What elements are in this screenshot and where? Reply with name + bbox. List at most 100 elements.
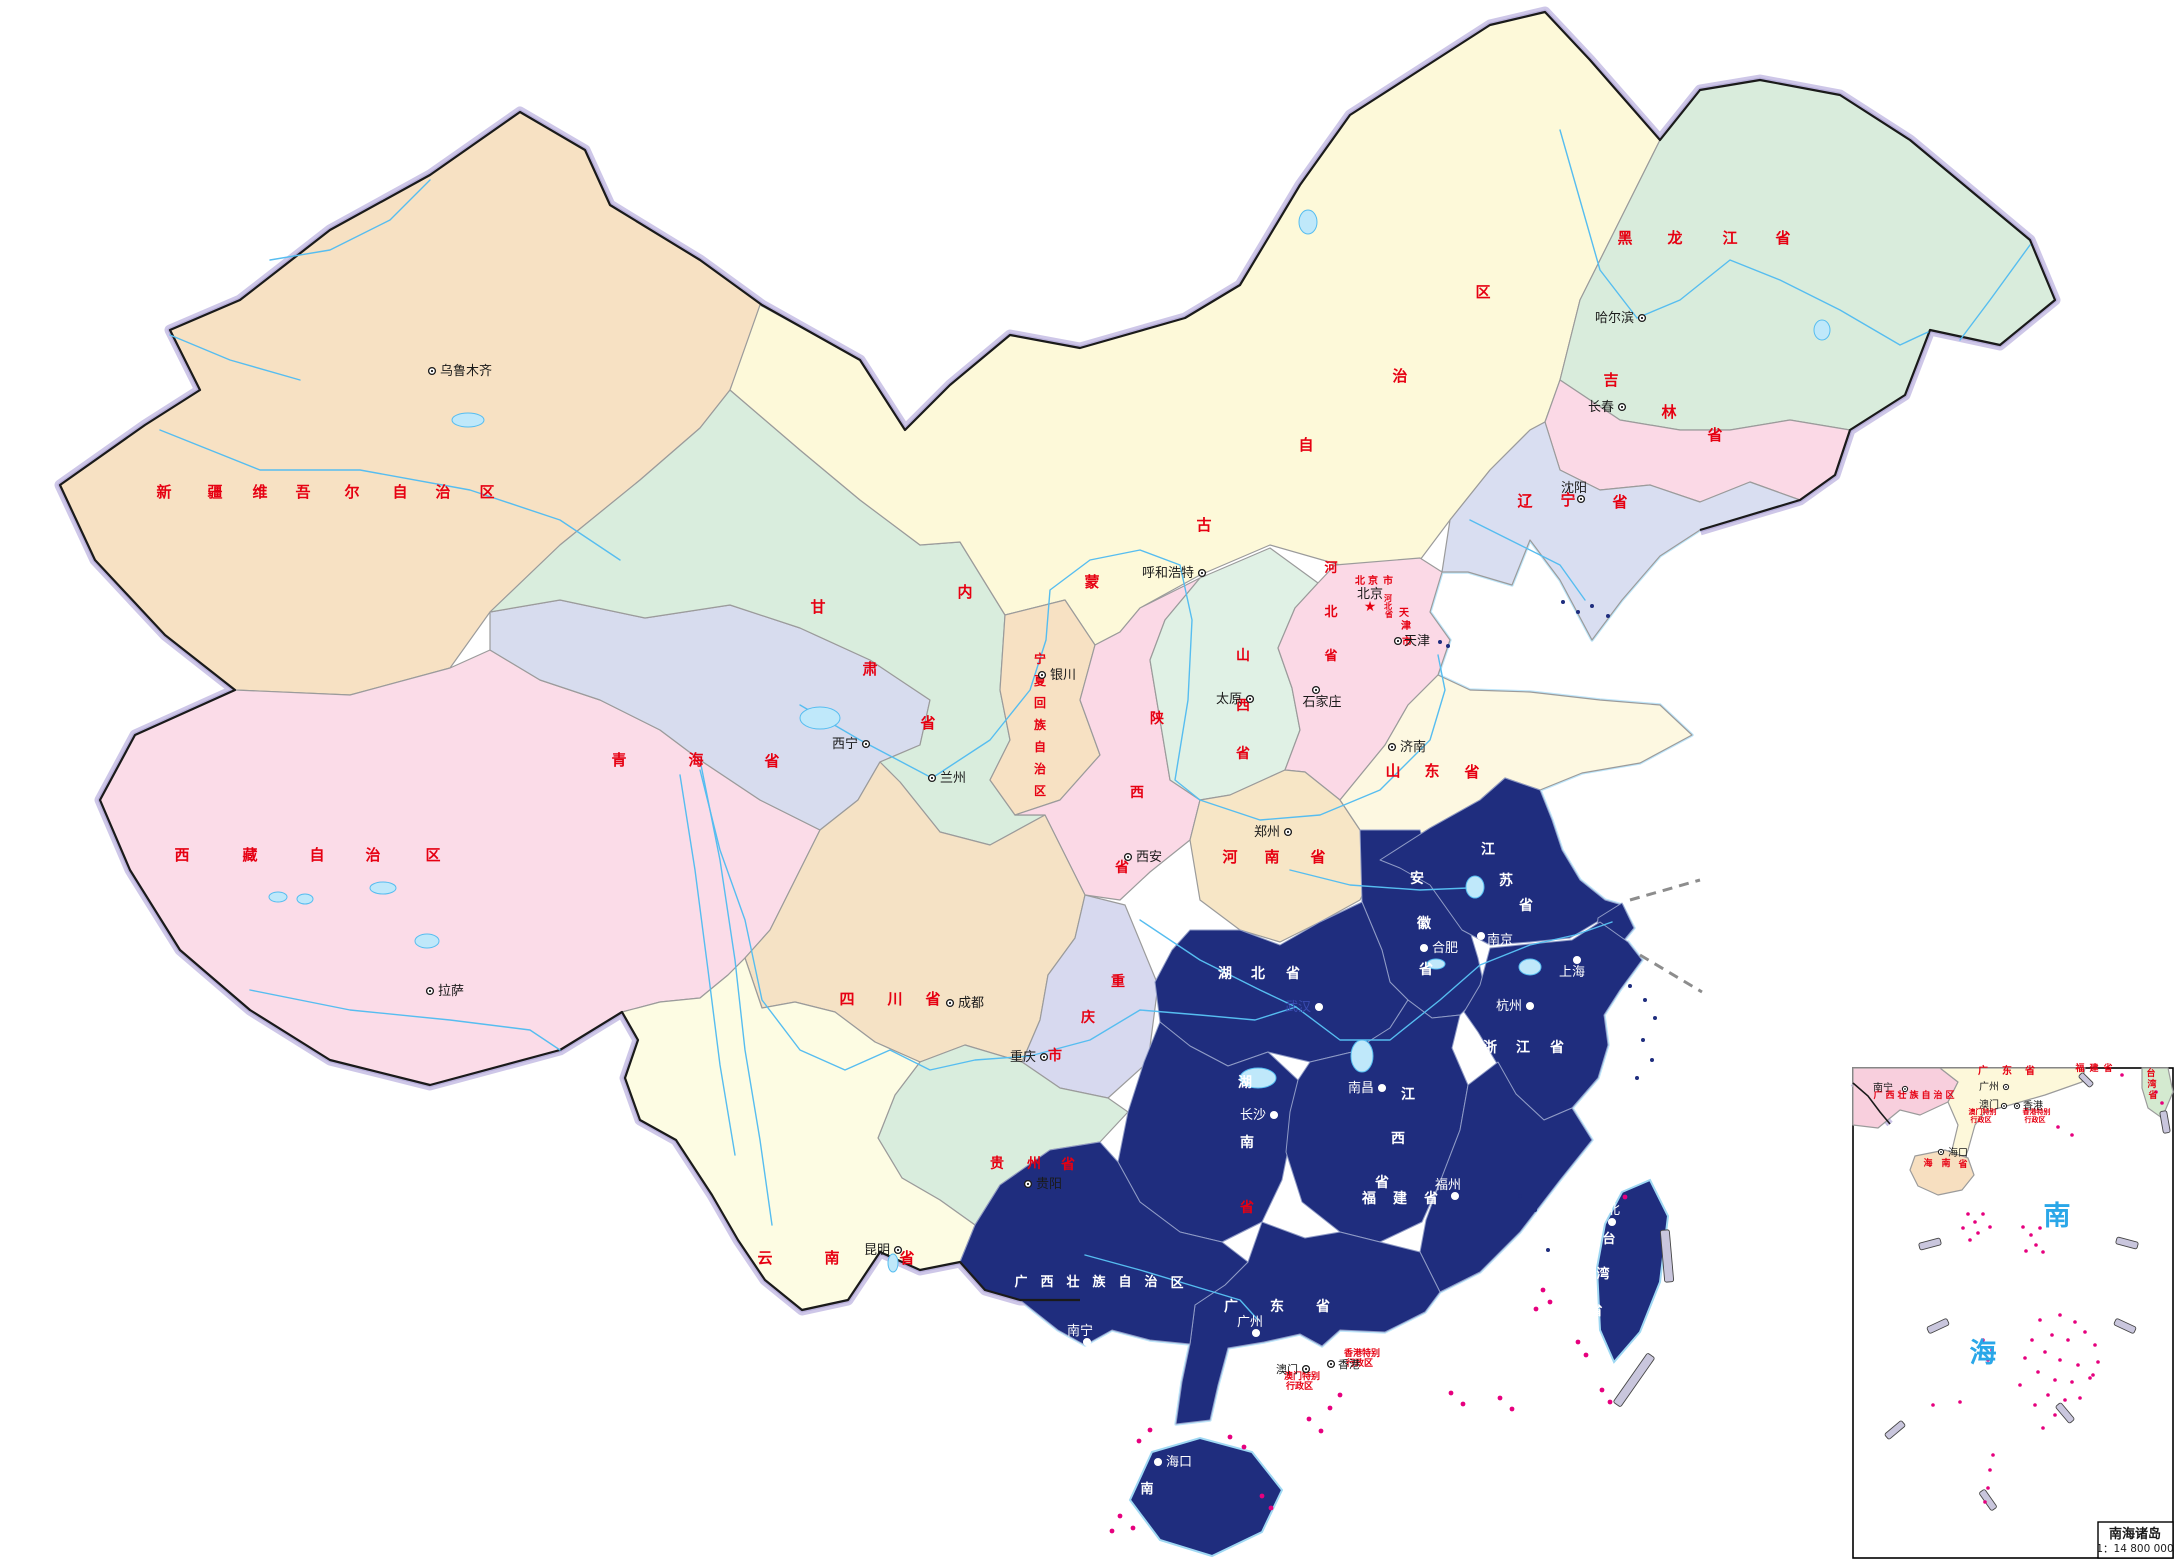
pearl-river <box>1084 1254 1259 1321</box>
salween-river <box>679 774 736 1156</box>
inset-island-dot <box>2160 1101 2164 1105</box>
lake <box>296 893 314 905</box>
inset-island-dot <box>1976 1231 1980 1235</box>
lake <box>369 881 397 895</box>
dash-bar <box>2159 1110 2171 1134</box>
province-label-char: 治 <box>1034 761 1046 776</box>
city-dot-center <box>1085 1340 1089 1344</box>
province-label-char: 福 <box>1361 1190 1376 1207</box>
island-dot <box>1540 1287 1546 1293</box>
qinghai-lake <box>799 706 841 730</box>
province-label-char: 福 <box>2074 1062 2084 1074</box>
inset-title-box <box>2097 1521 2174 1559</box>
province-label-char: 吉 <box>1603 371 1618 389</box>
city-label: 兰州 <box>940 771 966 786</box>
island-dot <box>1259 1493 1265 1499</box>
island-dot <box>1635 1076 1639 1080</box>
inset-city-dot-center <box>2003 1105 2005 1107</box>
mekong-river <box>699 759 773 1226</box>
city-dot-center <box>1579 497 1583 501</box>
province-label-char: 河 <box>1222 848 1237 866</box>
island-dot <box>1306 1416 1312 1422</box>
inset-island-dot <box>2033 1403 2037 1407</box>
inset-region-guangdong <box>1939 1067 2086 1179</box>
inset-island-dot <box>2063 1398 2067 1402</box>
inset-island-dot <box>2053 1413 2057 1417</box>
cities-layer: 乌鲁木齐拉萨西宁兰州银川呼和浩特哈尔滨长春沈阳★北京天津石家庄济南郑州太原西安成… <box>425 310 1647 1470</box>
inset-island-dot <box>2070 1380 2074 1384</box>
city-label: 哈尔滨 <box>1595 310 1634 326</box>
inset-island-dot <box>2036 1370 2040 1374</box>
city-label: 天津 <box>1404 634 1430 649</box>
province-label-char: 西 <box>1885 1090 1894 1101</box>
inset-island-dot <box>2021 1225 2025 1229</box>
sar-label: 香港特别 <box>1343 1347 1380 1359</box>
island-dot <box>1607 1399 1613 1405</box>
province-label-char: 南 <box>1140 1481 1153 1497</box>
province-label-char: 省 <box>1611 493 1627 511</box>
province-label-char: 天 <box>1399 607 1410 619</box>
province-label-char: 市 <box>1048 1047 1062 1064</box>
ili-river <box>169 334 301 381</box>
city-label: 澳门 <box>1276 1362 1298 1376</box>
province-label-char: 广 <box>1978 1064 1988 1077</box>
inset-island-dot <box>1931 1403 1935 1407</box>
taihu-lake <box>1518 958 1542 976</box>
city-label: 昆明 <box>864 1243 890 1258</box>
inset-island-dot <box>1981 1212 1985 1216</box>
dash-bar <box>2055 1402 2075 1424</box>
island-dot <box>1117 1513 1123 1519</box>
sar-label: 行政区 <box>1345 1357 1373 1369</box>
province-label-char: 省 <box>1285 965 1300 982</box>
province-label-char: 自 <box>1921 1089 1930 1101</box>
inset-text: 澳门 <box>1979 1098 1999 1111</box>
province-label-char: 疆 <box>207 483 222 501</box>
province-label-char: 州 <box>1026 1156 1041 1172</box>
province-label-char: 族 <box>1092 1274 1106 1290</box>
province-label-char: 宁 <box>1034 651 1046 666</box>
city-dot-center <box>1200 571 1204 575</box>
province-label-char: 族 <box>1034 717 1047 732</box>
island-dot <box>1606 614 1610 618</box>
province-label-char: 南 <box>1941 1157 1950 1169</box>
ussuri-river <box>1959 244 2031 341</box>
province-label-char: 湾 <box>1596 1266 1609 1282</box>
province-label-char: 澳 <box>1969 1107 1977 1116</box>
province-label-char: 庆 <box>1081 1009 1095 1026</box>
province-label-char: 自 <box>1118 1274 1131 1290</box>
songhua-river <box>1636 259 1929 346</box>
province-label-char: 省 <box>1114 859 1129 876</box>
province-label-char: 北 <box>1324 605 1337 620</box>
city-dot-center <box>1396 639 1400 643</box>
province-label-char: 自 <box>392 483 407 501</box>
inset-island-dot <box>2058 1313 2062 1317</box>
province-label-char: 维 <box>252 483 267 501</box>
city-label: 香港 <box>1338 1358 1360 1371</box>
province-label-char: 东 <box>1270 1298 1284 1315</box>
inset-scale: 1：14 800 000 <box>2096 1543 2173 1555</box>
province-label-char: 尔 <box>344 483 359 501</box>
province-label-char: 门 <box>1976 1107 1983 1116</box>
city-label: 呼和浩特 <box>1142 566 1194 581</box>
province-label-char: 省 <box>1323 648 1337 664</box>
province-label-char: 省 <box>898 1249 914 1267</box>
island-dot <box>1446 644 1450 648</box>
province-label-char: 省 <box>1774 229 1790 247</box>
city-dot-center <box>1329 1362 1333 1366</box>
province-label-char: 海 <box>1923 1157 1932 1169</box>
island-dot <box>1130 1525 1136 1531</box>
province-label-char: 自 <box>1034 739 1046 754</box>
province-label-char: 省 <box>2147 1089 2157 1101</box>
island-dot <box>1583 1352 1589 1358</box>
city-dot-center <box>1156 1460 1160 1464</box>
province-label-char: 吾 <box>295 483 310 501</box>
province-label-char: 广 <box>1014 1274 1027 1290</box>
province-label-char: 省 <box>1418 961 1433 978</box>
inset-island-dot <box>1986 1486 1990 1490</box>
inset-text: 海 <box>1970 1338 1997 1369</box>
inset-island-dot <box>2018 1383 2022 1387</box>
city-dot-center <box>430 369 434 373</box>
city-dot-center <box>930 776 934 780</box>
city-dot-center <box>948 1001 952 1005</box>
province-label-char: 省 <box>1463 763 1479 781</box>
